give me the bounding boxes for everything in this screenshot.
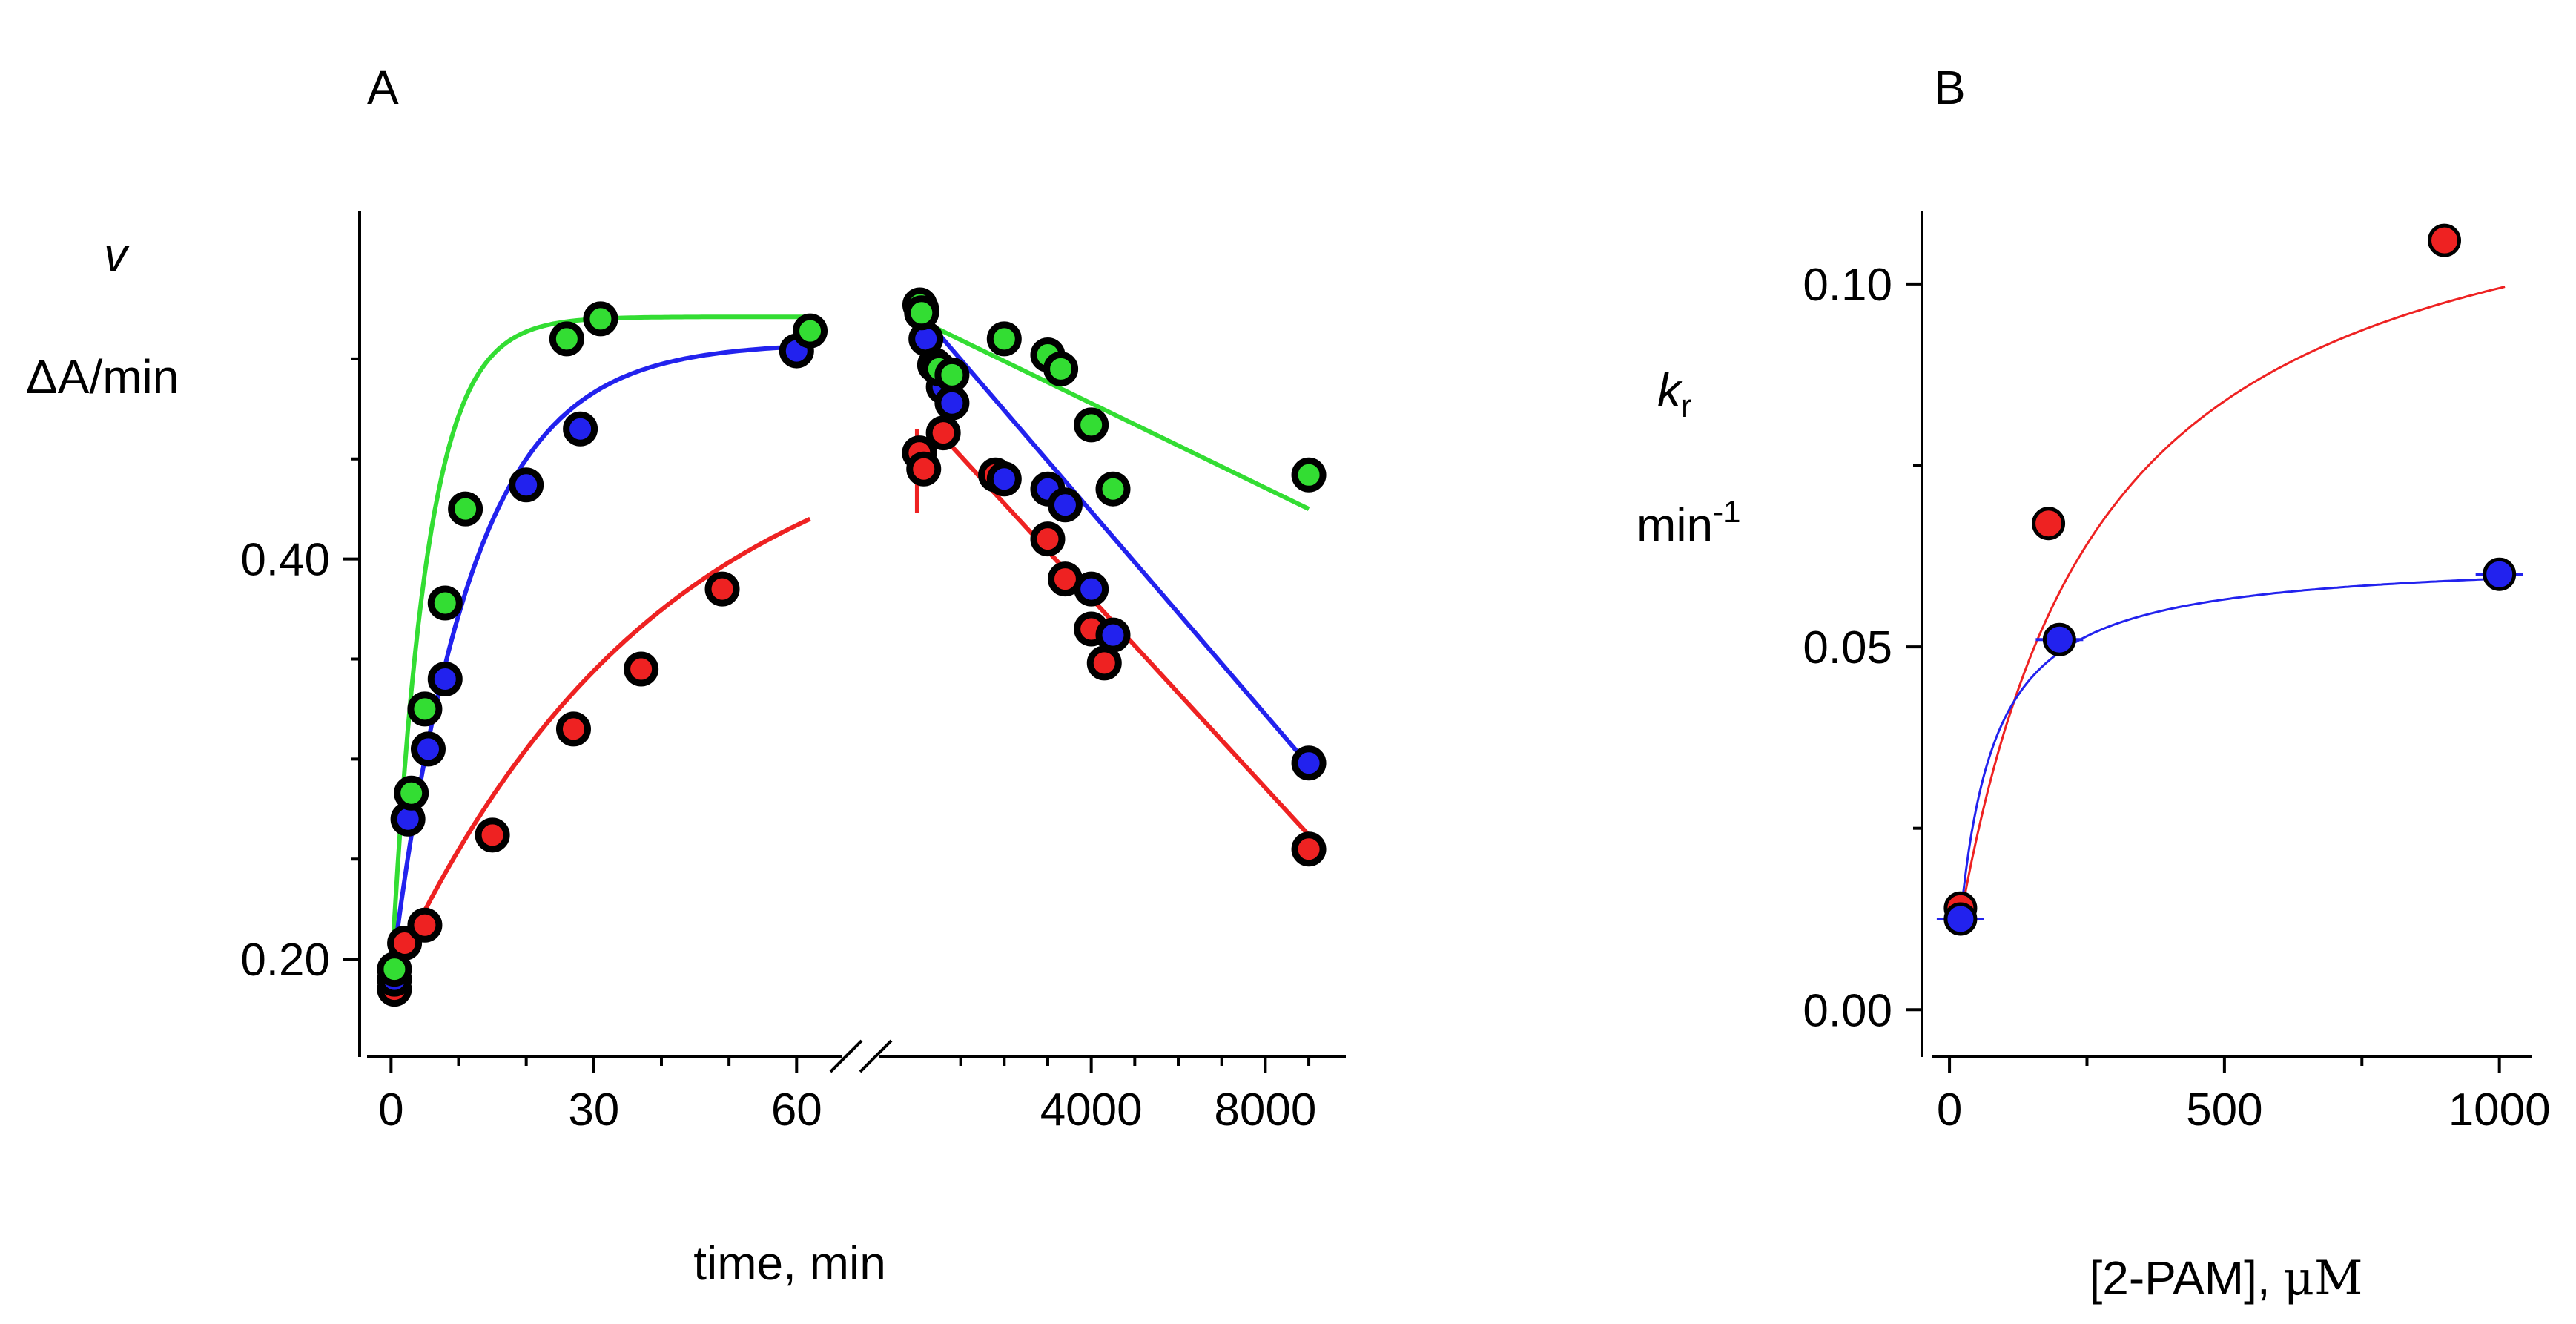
panel-a-point-blue — [563, 411, 598, 447]
panel-a-point-blue — [1095, 617, 1131, 653]
panel-a-ylabel-unit: ΔA/min — [26, 350, 179, 404]
panel-a-point-green — [448, 491, 483, 527]
panel-a-fit-right-green — [916, 317, 1310, 511]
panel-b-point-blue — [1943, 902, 1978, 936]
panel-a-fit-right-blue — [915, 307, 1311, 767]
panel-a-axes: 0.20 0.40 0 30 60 4000 8000 — [240, 211, 1346, 1136]
panel-a-point-green — [934, 357, 970, 392]
panel-b-x-tick-label: 1000 — [2448, 1084, 2551, 1136]
panel-a-point-green — [904, 295, 939, 331]
panel-a: A v ΔA/min time, min 0.20 0.40 0 30 60 4000 80… — [26, 61, 1346, 1290]
panel-a-point-green — [427, 585, 463, 621]
panel-a-fit-left-red — [389, 516, 811, 981]
panel-b-ylabel-symbol: k — [1657, 363, 1683, 417]
panel-a-point-red — [555, 711, 591, 747]
panel-a-y-tick-label: 0.20 — [240, 935, 330, 986]
panel-a-point-red — [1086, 645, 1122, 681]
panel-a-point-red — [906, 451, 942, 487]
panel-a-point-blue — [1074, 571, 1109, 607]
panel-a-point-blue — [934, 385, 970, 421]
panel-a-axis-break-mark — [859, 1039, 893, 1073]
panel-a-point-green — [583, 301, 618, 337]
panel-b-ylabel: kr — [1657, 363, 1692, 424]
panel-b-fit-lines — [1959, 286, 2506, 920]
panel-a-x-tick-label: 60 — [771, 1084, 822, 1136]
panel-b-y-tick-label: 0.05 — [1803, 622, 1892, 673]
panel-a-point-blue — [427, 661, 463, 696]
panel-b-y-tick-label: 0.10 — [1803, 260, 1892, 311]
panel-a-point-red — [1030, 521, 1066, 557]
panel-a-point-green — [549, 321, 584, 357]
panel-b-point-red — [2428, 223, 2462, 257]
panel-b-data-points — [1936, 223, 2523, 936]
panel-a-x-tick-label: 30 — [568, 1084, 619, 1136]
panel-a-fit-lines — [389, 307, 1311, 981]
panel-a-point-green — [377, 952, 412, 987]
panel-a-point-green — [1291, 457, 1327, 493]
panel-a-point-green — [1095, 471, 1131, 507]
panel-a-point-red — [407, 907, 443, 943]
panel-b-x-tick-label: 0 — [1937, 1084, 1962, 1136]
panel-a-x-tick-label: 0 — [378, 1084, 403, 1136]
panel-a-point-red — [704, 571, 740, 607]
panel-b-ylabel-unit: min-1 — [1637, 494, 1740, 552]
panel-a-label: A — [367, 61, 399, 114]
panel-a-point-green — [1043, 351, 1079, 386]
panel-a-data-points — [377, 287, 1327, 1007]
panel-a-point-red — [624, 651, 659, 687]
panel-a-point-blue — [986, 461, 1022, 497]
panel-b: B kr min-1 [2-PAM], μM 0.00 0.05 0.10 0 500 1… — [1637, 61, 2551, 1306]
panel-a-x-tick-label: 4000 — [1040, 1084, 1143, 1136]
panel-a-point-red — [1291, 831, 1327, 867]
panel-b-axes: 0.00 0.05 0.10 0 500 1000 — [1803, 211, 2551, 1136]
panel-b-ylabel-unit-base: min — [1637, 498, 1713, 552]
panel-a-point-blue — [1047, 487, 1083, 523]
panel-a-point-red — [925, 415, 961, 451]
panel-b-point-blue — [2042, 622, 2076, 656]
panel-a-xlabel: time, min — [693, 1236, 886, 1290]
panel-b-fit-red — [1959, 286, 2506, 920]
panel-b-xlabel-prefix: [2-PAM], — [2089, 1251, 2283, 1305]
panel-a-y-tick-label: 0.40 — [240, 535, 330, 586]
panel-b-label: B — [1934, 61, 1966, 114]
panel-a-ylabel-symbol: v — [104, 228, 131, 281]
panel-b-fit-blue — [1959, 577, 2506, 920]
panel-a-point-blue — [509, 467, 544, 503]
panel-b-xlabel-unit: μM — [2283, 1251, 2362, 1306]
panel-a-point-red — [475, 817, 510, 853]
panel-a-x-tick-label: 8000 — [1214, 1084, 1316, 1136]
panel-a-point-green — [986, 321, 1022, 357]
panel-b-ylabel-unit-exponent: -1 — [1713, 494, 1740, 529]
panel-a-point-blue — [410, 731, 446, 767]
panel-a-fit-left-green — [389, 314, 810, 980]
panel-b-xlabel: [2-PAM], μM — [2089, 1251, 2362, 1306]
panel-a-point-green — [1074, 407, 1109, 443]
panel-a-point-blue — [1291, 745, 1327, 781]
panel-a-point-green — [793, 313, 828, 349]
panel-a-point-green — [394, 775, 429, 811]
panel-a-axis-break-mark — [829, 1039, 863, 1073]
panel-b-x-tick-label: 500 — [2186, 1084, 2262, 1136]
panel-b-point-red — [2032, 507, 2066, 541]
panel-a-point-green — [407, 691, 443, 727]
panel-b-point-blue — [2483, 557, 2517, 591]
panel-b-ylabel-subscript: r — [1681, 388, 1692, 424]
panel-b-y-tick-label: 0.00 — [1803, 985, 1892, 1036]
